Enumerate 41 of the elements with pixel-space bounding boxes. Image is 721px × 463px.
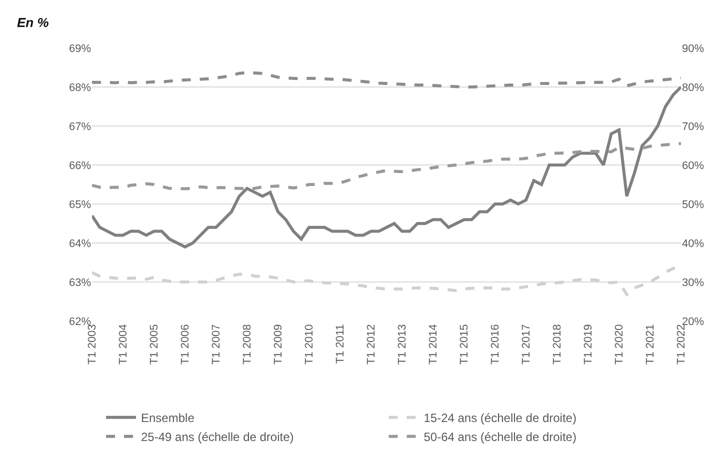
legend-label: 15-24 ans (échelle de droite) bbox=[424, 411, 576, 426]
y2-tick-label: 30% bbox=[682, 276, 704, 289]
x-tick-label: T1 2005 bbox=[148, 324, 161, 365]
y-tick-label: 66% bbox=[68, 160, 92, 172]
x-tick-label: T1 2019 bbox=[582, 324, 595, 365]
line-series bbox=[92, 86, 681, 248]
y2-tick-label: 80% bbox=[682, 82, 704, 94]
legend-label: 25-49 ans (échelle de droite) bbox=[141, 430, 294, 444]
line-series bbox=[92, 71, 681, 88]
legend-label: Ensemble bbox=[141, 411, 195, 426]
x-tick-label: T1 2014 bbox=[428, 324, 440, 365]
y-tick-label: 68% bbox=[68, 82, 92, 94]
y-tick-label: 65% bbox=[68, 198, 92, 211]
legend-label: 50-64 ans (échelle de droite) bbox=[424, 430, 576, 444]
x-tick-label: T1 2003 bbox=[86, 324, 99, 365]
y2-tick-label: 60% bbox=[682, 160, 704, 172]
x-tick-label: T1 2011 bbox=[334, 324, 347, 364]
x-tick-label: T1 2013 bbox=[396, 324, 409, 365]
x-tick-label: T1 2010 bbox=[304, 324, 316, 365]
y2-tick-label: 50% bbox=[682, 198, 704, 211]
y-tick-label: 67% bbox=[68, 120, 92, 133]
x-tick-label: T1 2020 bbox=[614, 324, 626, 365]
x-tick-label: T1 2017 bbox=[520, 324, 533, 365]
y-tick-label: 63% bbox=[68, 276, 92, 289]
y-tick-label: 69% bbox=[68, 42, 92, 55]
y2-tick-label: 90% bbox=[682, 42, 704, 55]
x-tick-label: T1 2016 bbox=[490, 324, 502, 365]
y2-tick-label: 40% bbox=[682, 238, 704, 250]
x-tick-label: T1 2012 bbox=[366, 324, 378, 365]
x-tick-label: T1 2021 bbox=[644, 324, 657, 365]
y2-tick-label: 70% bbox=[682, 120, 704, 133]
x-tick-label: T1 2008 bbox=[242, 324, 254, 365]
text: En % bbox=[17, 15, 50, 30]
x-tick-label: T1 2006 bbox=[180, 324, 192, 365]
line-series bbox=[92, 142, 681, 190]
x-tick-label: T1 2015 bbox=[458, 324, 471, 365]
x-tick-label: T1 2018 bbox=[552, 324, 564, 365]
x-tick-label: T1 2007 bbox=[210, 324, 223, 365]
y-tick-label: 64% bbox=[68, 238, 92, 250]
x-tick-label: T1 2009 bbox=[272, 324, 285, 365]
x-tick-label: T1 2004 bbox=[118, 324, 130, 365]
